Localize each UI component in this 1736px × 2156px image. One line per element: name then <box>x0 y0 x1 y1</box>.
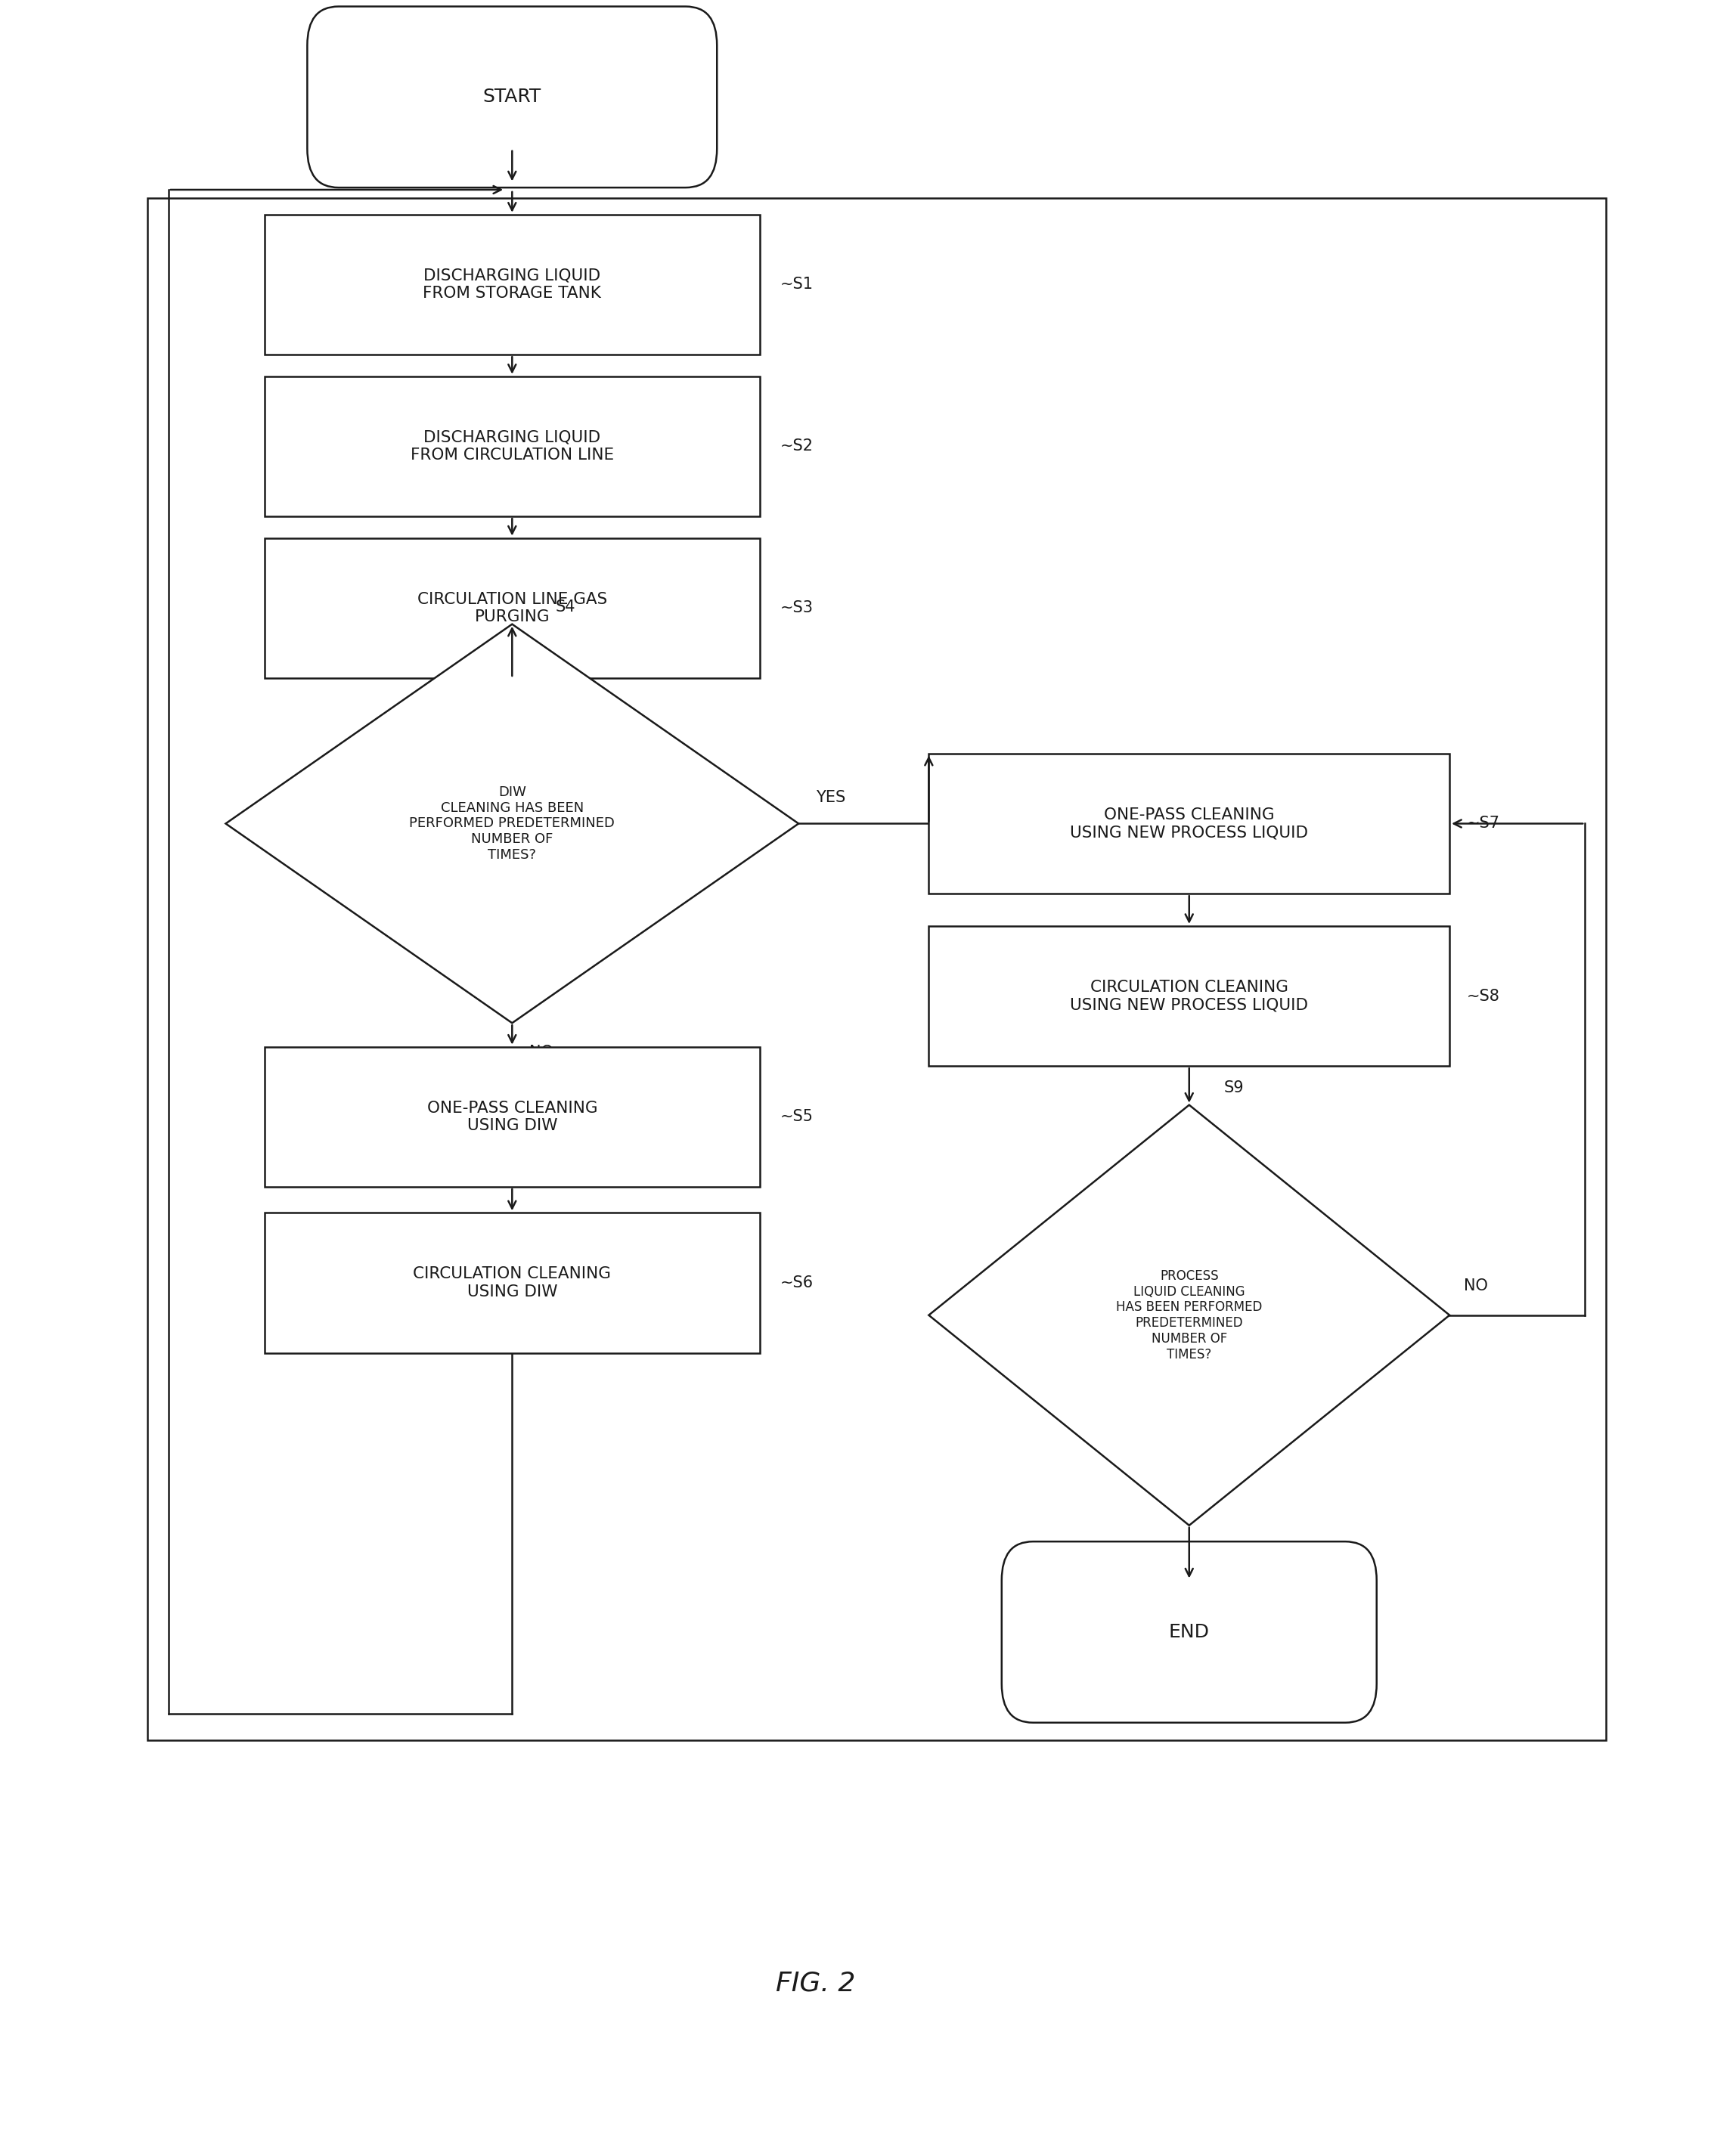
Text: DISCHARGING LIQUID
FROM STORAGE TANK: DISCHARGING LIQUID FROM STORAGE TANK <box>424 267 601 302</box>
Bar <box>929 927 1450 1065</box>
Text: S4: S4 <box>556 599 576 614</box>
Text: DIW
CLEANING HAS BEEN
PERFORMED PREDETERMINED
NUMBER OF
TIMES?: DIW CLEANING HAS BEEN PERFORMED PREDETER… <box>410 785 615 862</box>
Bar <box>264 1048 760 1186</box>
Text: END: END <box>1168 1623 1210 1641</box>
Text: ~S2: ~S2 <box>781 438 814 455</box>
Text: START: START <box>483 88 542 106</box>
Text: ~S1: ~S1 <box>781 276 814 293</box>
Polygon shape <box>929 1104 1450 1526</box>
Text: ONE-PASS CLEANING
USING NEW PROCESS LIQUID: ONE-PASS CLEANING USING NEW PROCESS LIQU… <box>1069 806 1309 841</box>
Bar <box>148 198 1606 1740</box>
FancyBboxPatch shape <box>307 6 717 188</box>
Bar <box>929 755 1450 893</box>
Text: YES: YES <box>1207 1548 1236 1563</box>
Text: CIRCULATION LINE GAS
PURGING: CIRCULATION LINE GAS PURGING <box>417 591 608 625</box>
Text: PROCESS
LIQUID CLEANING
HAS BEEN PERFORMED
PREDETERMINED
NUMBER OF
TIMES?: PROCESS LIQUID CLEANING HAS BEEN PERFORM… <box>1116 1270 1262 1360</box>
Polygon shape <box>226 625 799 1024</box>
Text: CIRCULATION CLEANING
USING NEW PROCESS LIQUID: CIRCULATION CLEANING USING NEW PROCESS L… <box>1069 979 1309 1013</box>
Text: FIG. 2: FIG. 2 <box>776 1971 856 1996</box>
Bar <box>264 216 760 354</box>
Bar <box>264 375 760 515</box>
Text: YES: YES <box>816 789 845 806</box>
Text: DISCHARGING LIQUID
FROM CIRCULATION LINE: DISCHARGING LIQUID FROM CIRCULATION LINE <box>410 429 615 464</box>
Text: NO: NO <box>529 1046 554 1061</box>
Text: ~S8: ~S8 <box>1467 987 1500 1005</box>
Text: ~S6: ~S6 <box>781 1274 814 1291</box>
Text: ~S7: ~S7 <box>1467 815 1500 832</box>
Text: NO: NO <box>1463 1279 1488 1294</box>
Text: CIRCULATION CLEANING
USING DIW: CIRCULATION CLEANING USING DIW <box>413 1266 611 1300</box>
Text: S9: S9 <box>1224 1080 1245 1095</box>
FancyBboxPatch shape <box>1002 1542 1377 1723</box>
Text: ~S3: ~S3 <box>781 599 814 617</box>
Bar <box>264 539 760 677</box>
Text: ONE-PASS CLEANING
USING DIW: ONE-PASS CLEANING USING DIW <box>427 1100 597 1134</box>
Text: ~S5: ~S5 <box>781 1108 814 1125</box>
Bar <box>264 1212 760 1354</box>
